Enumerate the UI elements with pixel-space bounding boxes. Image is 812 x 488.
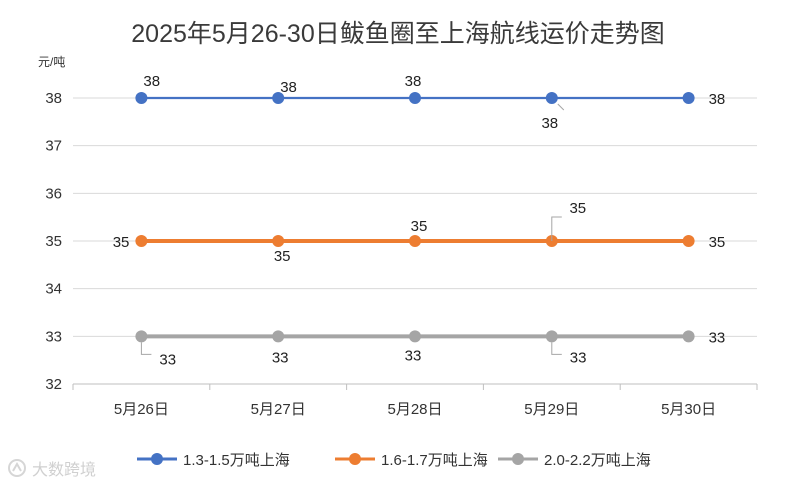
y-tick-label: 33 bbox=[45, 328, 62, 345]
data-label: 33 bbox=[272, 349, 289, 366]
legend-label: 1.6-1.7万吨上海 bbox=[381, 452, 488, 469]
data-label: 35 bbox=[411, 218, 428, 235]
series-1 bbox=[135, 92, 695, 104]
x-tick-label: 5月27日 bbox=[251, 401, 306, 418]
legend-label: 2.0-2.2万吨上海 bbox=[544, 452, 651, 469]
y-tick-label: 37 bbox=[45, 138, 62, 155]
y-tick-label: 35 bbox=[45, 233, 62, 250]
data-label: 33 bbox=[405, 347, 422, 364]
y-tick-label: 36 bbox=[45, 185, 62, 202]
x-tick-label: 5月28日 bbox=[387, 401, 442, 418]
brand-logo-icon bbox=[8, 459, 26, 477]
data-point bbox=[545, 92, 558, 104]
legend-swatch-marker bbox=[512, 453, 524, 465]
x-tick-label: 5月26日 bbox=[114, 401, 169, 418]
data-label: 38 bbox=[405, 73, 422, 90]
data-point bbox=[272, 330, 285, 343]
data-point bbox=[409, 235, 421, 247]
watermark: 大数跨境 bbox=[8, 459, 96, 479]
data-label: 33 bbox=[159, 351, 176, 368]
legend-item: 2.0-2.2万吨上海 bbox=[498, 452, 651, 469]
data-label: 33 bbox=[570, 349, 587, 366]
x-tick-label: 5月29日 bbox=[524, 401, 579, 418]
data-label: 38 bbox=[280, 79, 297, 96]
series-group bbox=[135, 92, 695, 343]
data-point bbox=[545, 330, 558, 343]
data-point bbox=[682, 330, 695, 343]
data-label: 35 bbox=[709, 234, 726, 251]
watermark-text: 大数跨境 bbox=[32, 460, 96, 479]
data-point bbox=[682, 235, 695, 247]
data-label: 35 bbox=[113, 234, 130, 251]
y-axis-unit-label: 元/吨 bbox=[38, 55, 65, 69]
y-tick-label: 34 bbox=[45, 281, 62, 298]
label-leader-line bbox=[557, 103, 565, 111]
y-tick-label: 32 bbox=[45, 376, 62, 393]
data-point bbox=[135, 92, 148, 104]
x-tick-label: 5月30日 bbox=[661, 401, 716, 418]
data-labels: 38 38 38 38 38 35 35 35 35 35 33 33 33 33 33 bbox=[113, 73, 726, 368]
data-point bbox=[409, 92, 421, 104]
axes: 32 33 34 35 36 37 38 5月26日 5月27日 5月28日 5月29日 5月30日 bbox=[45, 90, 758, 418]
data-label: 38 bbox=[541, 115, 558, 132]
data-point bbox=[272, 235, 285, 247]
legend-swatch-marker bbox=[349, 453, 361, 465]
legend: 1.3-1.5万吨上海 1.6-1.7万吨上海 2.0-2.2万吨上海 bbox=[137, 452, 651, 469]
label-leader-line bbox=[140, 342, 152, 355]
data-label: 35 bbox=[569, 200, 586, 217]
label-leader-line bbox=[551, 216, 562, 241]
chart-title: 2025年5月26-30日鲅鱼圈至上海航线运价走势图 bbox=[131, 20, 664, 48]
legend-item: 1.6-1.7万吨上海 bbox=[335, 452, 488, 469]
y-tick-label: 38 bbox=[45, 90, 62, 107]
data-point bbox=[682, 92, 695, 104]
data-label: 35 bbox=[274, 248, 291, 265]
data-label: 38 bbox=[143, 73, 160, 90]
legend-swatch-marker bbox=[151, 453, 163, 465]
data-label: 38 bbox=[709, 91, 726, 108]
legend-label: 1.3-1.5万吨上海 bbox=[183, 452, 290, 469]
data-point bbox=[409, 330, 421, 343]
label-leader-line bbox=[551, 342, 562, 355]
data-point bbox=[272, 92, 285, 104]
data-label: 33 bbox=[709, 329, 726, 346]
series-2 bbox=[135, 235, 695, 247]
legend-item: 1.3-1.5万吨上海 bbox=[137, 452, 290, 469]
series-3 bbox=[135, 330, 695, 343]
data-point bbox=[135, 330, 148, 343]
data-point bbox=[135, 235, 148, 247]
